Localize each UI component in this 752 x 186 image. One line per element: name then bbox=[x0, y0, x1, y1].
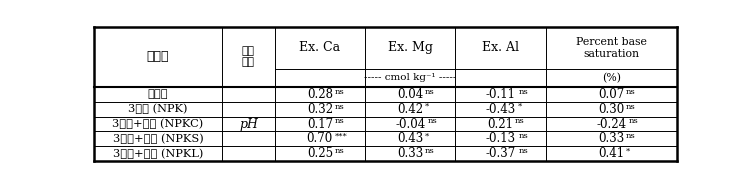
Text: 처리구: 처리구 bbox=[147, 50, 169, 63]
Text: ns: ns bbox=[518, 88, 528, 96]
Text: *: * bbox=[626, 147, 630, 155]
Text: 0.33: 0.33 bbox=[598, 132, 624, 145]
Text: -0.37: -0.37 bbox=[485, 147, 516, 160]
Text: ns: ns bbox=[335, 102, 344, 110]
Text: 0.25: 0.25 bbox=[307, 147, 333, 160]
Text: 분석
항목: 분석 항목 bbox=[242, 46, 255, 68]
Text: 0.04: 0.04 bbox=[397, 88, 423, 101]
Text: ns: ns bbox=[518, 132, 528, 140]
Text: 3요소+규산 (NPKS): 3요소+규산 (NPKS) bbox=[113, 134, 204, 144]
Text: Percent base
saturation: Percent base saturation bbox=[576, 37, 647, 59]
Text: -0.43: -0.43 bbox=[485, 103, 516, 116]
Text: ns: ns bbox=[626, 102, 635, 110]
Text: -0.04: -0.04 bbox=[395, 118, 426, 131]
Text: -0.11: -0.11 bbox=[486, 88, 516, 101]
Text: 3요소+퇴비 (NPKC): 3요소+퇴비 (NPKC) bbox=[113, 119, 204, 129]
Text: *: * bbox=[425, 102, 429, 110]
Text: -0.24: -0.24 bbox=[596, 118, 626, 131]
Text: 무비구: 무비구 bbox=[148, 89, 168, 99]
Text: Ex. Mg: Ex. Mg bbox=[388, 41, 432, 54]
Text: 0.70: 0.70 bbox=[307, 132, 333, 145]
Text: ns: ns bbox=[629, 117, 638, 125]
Text: -0.13: -0.13 bbox=[486, 132, 516, 145]
Text: ns: ns bbox=[335, 147, 344, 155]
Text: 0.21: 0.21 bbox=[487, 118, 514, 131]
Text: 0.30: 0.30 bbox=[598, 103, 624, 116]
Text: ns: ns bbox=[425, 147, 435, 155]
Text: ns: ns bbox=[626, 132, 635, 140]
Text: ns: ns bbox=[335, 88, 344, 96]
Text: 0.32: 0.32 bbox=[307, 103, 333, 116]
Text: 0.28: 0.28 bbox=[307, 88, 333, 101]
Text: 0.41: 0.41 bbox=[598, 147, 624, 160]
Text: ns: ns bbox=[335, 117, 344, 125]
Text: ***: *** bbox=[335, 132, 347, 140]
Text: Ex. Al: Ex. Al bbox=[482, 41, 519, 54]
Text: ns: ns bbox=[515, 117, 525, 125]
Text: pH: pH bbox=[239, 118, 258, 131]
Text: 3요소 (NPK): 3요소 (NPK) bbox=[129, 104, 188, 114]
Text: *: * bbox=[518, 102, 523, 110]
Text: 0.07: 0.07 bbox=[598, 88, 624, 101]
Text: (%): (%) bbox=[602, 73, 620, 83]
Text: 0.42: 0.42 bbox=[397, 103, 423, 116]
Text: 0.33: 0.33 bbox=[397, 147, 423, 160]
Text: ns: ns bbox=[428, 117, 438, 125]
Text: 3요소+석회 (NPKL): 3요소+석회 (NPKL) bbox=[113, 149, 203, 159]
Text: 0.43: 0.43 bbox=[397, 132, 423, 145]
Text: Ex. Ca: Ex. Ca bbox=[299, 41, 341, 54]
Text: ns: ns bbox=[518, 147, 528, 155]
Text: ----- cmol⁣ kg⁻¹ -----: ----- cmol⁣ kg⁻¹ ----- bbox=[364, 73, 456, 82]
Text: 0.17: 0.17 bbox=[307, 118, 333, 131]
Text: ns: ns bbox=[425, 88, 435, 96]
Text: *: * bbox=[425, 132, 429, 140]
Text: ns: ns bbox=[626, 88, 635, 96]
